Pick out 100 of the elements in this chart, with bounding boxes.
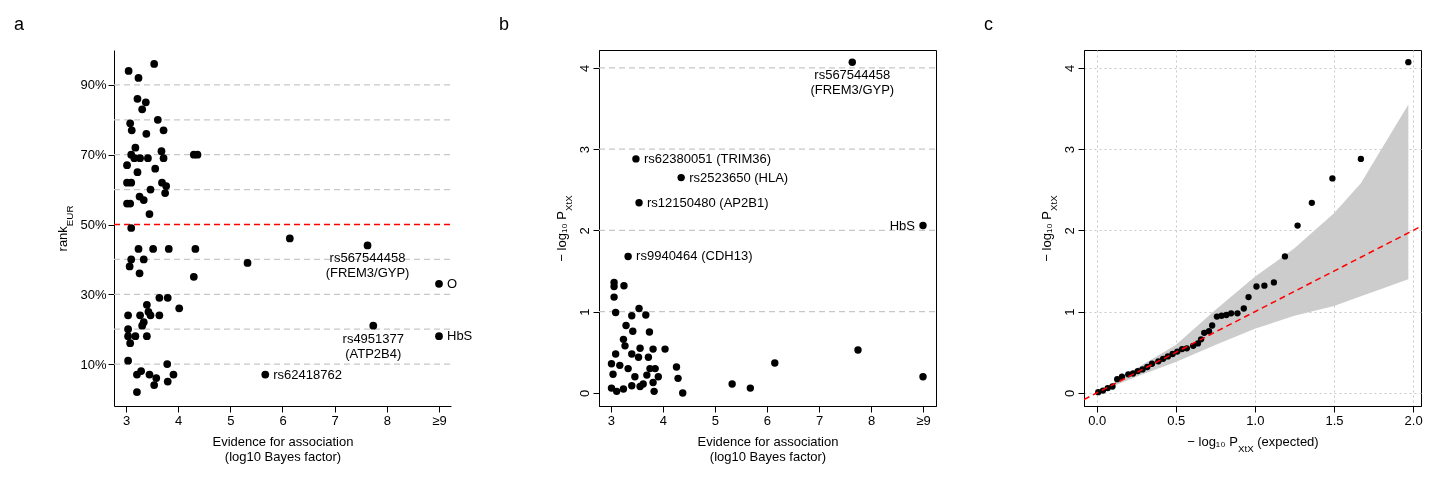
point bbox=[919, 221, 927, 230]
point bbox=[610, 293, 618, 301]
point bbox=[677, 173, 685, 182]
x-tick-label: 8 bbox=[383, 412, 391, 428]
point bbox=[611, 350, 620, 358]
y-tick-label: 2 bbox=[576, 227, 592, 235]
point bbox=[1253, 283, 1260, 290]
x-tick-label: ≥9 bbox=[916, 412, 931, 428]
annotation: rs62380051 (TRIM36) bbox=[643, 150, 772, 166]
x-tick-label: 7 bbox=[331, 412, 339, 428]
point bbox=[632, 155, 640, 163]
point bbox=[624, 252, 632, 261]
point bbox=[1245, 293, 1252, 301]
point bbox=[1194, 340, 1202, 347]
point bbox=[651, 364, 659, 373]
point bbox=[619, 335, 628, 344]
x-tick-label: 8 bbox=[867, 412, 876, 428]
point bbox=[1329, 175, 1336, 182]
point bbox=[631, 373, 639, 381]
point bbox=[1213, 313, 1221, 320]
point bbox=[629, 327, 637, 335]
point bbox=[679, 389, 687, 397]
point bbox=[628, 381, 636, 390]
y-tick-label: 1 bbox=[1061, 308, 1077, 316]
x-tick-label: 0.0 bbox=[1088, 412, 1107, 428]
point bbox=[771, 359, 779, 367]
chart-title: a bbox=[14, 14, 25, 34]
y-tick-label: 0 bbox=[1061, 389, 1077, 398]
point bbox=[848, 58, 856, 66]
point bbox=[635, 304, 643, 313]
y-tick-label: 4 bbox=[576, 64, 592, 72]
x-tick-label: 3 bbox=[122, 412, 131, 428]
point bbox=[1357, 155, 1365, 163]
point bbox=[1270, 279, 1278, 286]
y-tick-label: 2 bbox=[1061, 227, 1077, 235]
point bbox=[624, 364, 632, 373]
point bbox=[620, 282, 628, 290]
point bbox=[672, 363, 681, 371]
point bbox=[654, 373, 662, 381]
point bbox=[616, 361, 624, 370]
point bbox=[746, 384, 755, 392]
point bbox=[728, 380, 736, 388]
point bbox=[635, 199, 643, 207]
point bbox=[1208, 322, 1216, 329]
y-tick-label: 1 bbox=[576, 308, 592, 316]
point bbox=[1227, 310, 1235, 317]
point bbox=[1240, 305, 1247, 312]
point bbox=[1294, 222, 1301, 229]
point bbox=[619, 385, 628, 393]
x-tick-label: 6 bbox=[763, 412, 772, 428]
y-tick-label: 30% bbox=[80, 286, 107, 302]
point bbox=[661, 345, 669, 353]
annotation: HbS bbox=[889, 217, 916, 233]
x-tick-label: 5 bbox=[227, 412, 235, 428]
point bbox=[1405, 59, 1412, 66]
y-tick-label: 70% bbox=[80, 147, 107, 163]
point bbox=[645, 328, 654, 336]
annotation: HbS bbox=[447, 328, 473, 344]
annotation: rs12150480 (AP2B1) bbox=[647, 194, 769, 210]
line-series bbox=[1084, 225, 1421, 401]
x-tick-label: 1.0 bbox=[1246, 412, 1265, 428]
point bbox=[644, 353, 653, 361]
y-tick-label: 3 bbox=[576, 146, 592, 154]
point bbox=[628, 350, 636, 358]
point bbox=[628, 312, 636, 320]
x-tick-label: 7 bbox=[815, 412, 824, 428]
x-tick-label: ≥9 bbox=[432, 412, 447, 428]
x-tick-label: 0.5 bbox=[1167, 412, 1186, 428]
x-tick-label: 4 bbox=[175, 412, 183, 428]
x-axis-title: Evidence for association (log10 Bayes factor) bbox=[697, 433, 839, 464]
x-tick-label: 4 bbox=[659, 412, 668, 428]
x-tick-label: 3 bbox=[607, 412, 616, 428]
chart-title: c bbox=[984, 14, 993, 34]
annotation: rs567544458 (FREM3/GYP) bbox=[810, 67, 895, 98]
annotation: rs567544458 (FREM3/GYP) bbox=[325, 250, 410, 281]
x-axis-title: Evidence for association (log10 Bayes factor) bbox=[212, 433, 354, 464]
y-tick-label: 90% bbox=[80, 77, 107, 93]
point bbox=[1205, 328, 1213, 335]
point bbox=[649, 378, 657, 387]
x-tick-label: 6 bbox=[279, 412, 287, 428]
x-tick-label: 2.0 bbox=[1404, 412, 1423, 428]
point bbox=[854, 346, 862, 354]
chart-title: b bbox=[499, 14, 510, 34]
point bbox=[636, 344, 644, 352]
point bbox=[643, 371, 651, 379]
y-tick-label: 10% bbox=[80, 356, 107, 372]
y-tick-label: 50% bbox=[80, 217, 107, 233]
point bbox=[1234, 310, 1241, 317]
y-tick-label: 4 bbox=[1061, 64, 1077, 72]
annotation: O bbox=[447, 275, 458, 291]
annotation: rs62418762 bbox=[273, 366, 342, 382]
point bbox=[634, 353, 643, 361]
x-tick-label: 1.5 bbox=[1325, 412, 1344, 428]
point bbox=[622, 321, 630, 330]
point bbox=[649, 345, 657, 353]
point bbox=[1308, 199, 1315, 206]
point bbox=[607, 360, 616, 368]
point bbox=[919, 373, 927, 381]
point bbox=[609, 370, 617, 378]
point bbox=[612, 387, 621, 396]
